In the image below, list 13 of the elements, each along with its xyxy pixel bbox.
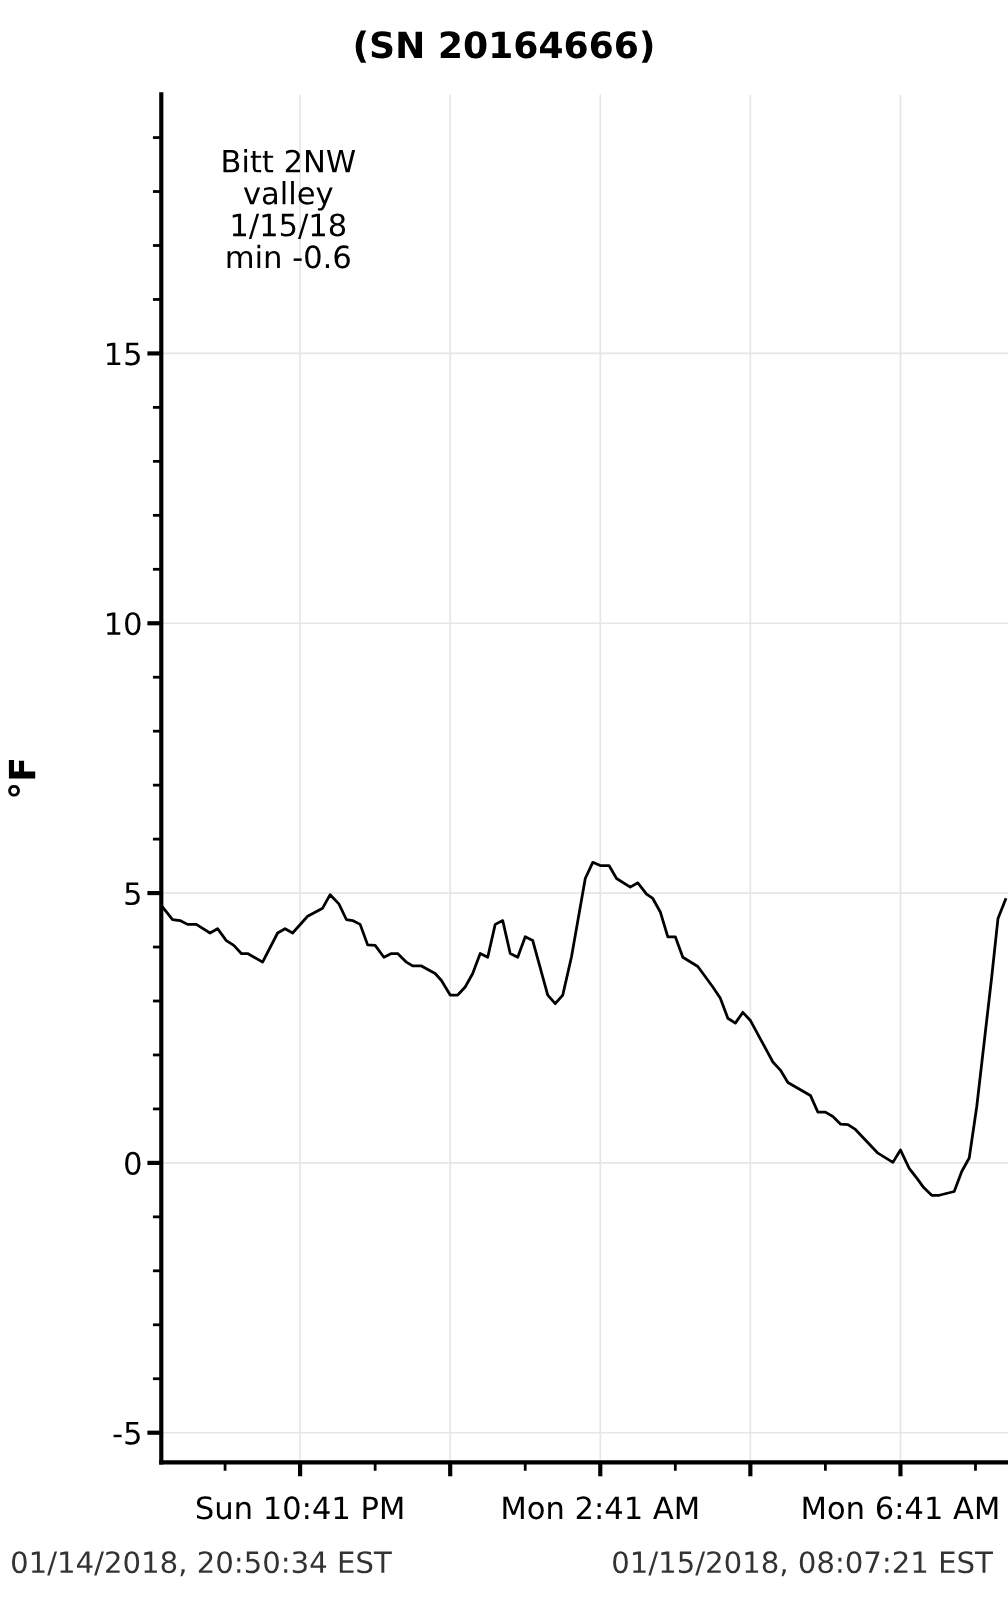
x-tick-label: Mon 2:41 AM xyxy=(503,1496,698,1520)
y-axis-title: °F xyxy=(8,760,36,797)
x-tick-label: Mon 6:41 AM xyxy=(803,1496,998,1520)
text: 01/14/2018, 20:50:34 EST xyxy=(12,1551,392,1577)
y-tick-label: 5 xyxy=(125,882,140,906)
chart-title: (SN 20164666) xyxy=(355,30,653,63)
y-tick-label: 15 xyxy=(107,342,140,366)
y-tick-label: 10 xyxy=(107,612,141,636)
text: 01/15/2018, 08:07:21 EST xyxy=(613,1551,993,1577)
annotation: Bitt 2NW valley 1/15/18 min -0.6 xyxy=(223,149,356,269)
x-tick-label: Sun 10:41 PM xyxy=(196,1496,403,1520)
y-tick-label: 0 xyxy=(125,1151,141,1175)
y-tick-label: -5 xyxy=(113,1422,140,1445)
